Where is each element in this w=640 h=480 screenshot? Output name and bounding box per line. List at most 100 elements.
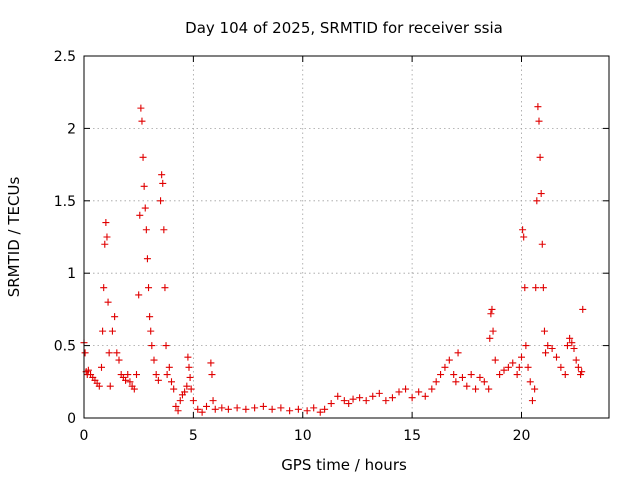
data-point bbox=[531, 385, 539, 393]
y-tick-label: 1.5 bbox=[54, 194, 76, 210]
data-point bbox=[537, 190, 545, 198]
data-point bbox=[520, 233, 528, 241]
data-point bbox=[491, 356, 499, 364]
data-point bbox=[138, 117, 146, 125]
x-tick-label: 15 bbox=[403, 428, 421, 444]
data-point bbox=[533, 197, 541, 205]
data-point bbox=[452, 378, 460, 386]
grid-layer bbox=[84, 56, 609, 418]
data-point bbox=[251, 404, 259, 412]
data-point bbox=[577, 371, 585, 379]
data-point bbox=[437, 371, 445, 379]
data-point bbox=[480, 378, 488, 386]
data-point bbox=[539, 284, 547, 292]
data-point bbox=[105, 349, 113, 357]
data-point bbox=[186, 373, 194, 381]
data-point bbox=[165, 363, 173, 371]
data-point bbox=[428, 385, 436, 393]
data-point bbox=[124, 371, 132, 379]
data-point bbox=[303, 407, 311, 415]
data-point bbox=[133, 371, 140, 379]
data-point bbox=[362, 397, 370, 405]
data-point bbox=[150, 356, 158, 364]
data-point bbox=[513, 371, 521, 379]
data-point bbox=[157, 197, 165, 205]
data-point bbox=[535, 117, 543, 125]
data-point bbox=[207, 359, 215, 367]
data-point bbox=[542, 349, 550, 357]
data-point bbox=[286, 407, 294, 415]
data-point bbox=[553, 353, 560, 361]
data-point bbox=[113, 349, 121, 357]
data-point bbox=[467, 371, 475, 379]
data-point bbox=[524, 363, 532, 371]
x-tick-label: 20 bbox=[513, 428, 531, 444]
data-point bbox=[187, 385, 195, 393]
data-point bbox=[194, 405, 202, 413]
data-point bbox=[106, 382, 114, 390]
data-point bbox=[509, 359, 517, 367]
data-point bbox=[268, 405, 276, 413]
data-point bbox=[572, 356, 580, 364]
data-point bbox=[574, 363, 582, 371]
data-point bbox=[189, 397, 197, 405]
data-point bbox=[421, 392, 429, 400]
data-point bbox=[515, 363, 523, 371]
y-tick-label: 0.5 bbox=[54, 339, 76, 355]
data-point bbox=[154, 376, 162, 384]
data-point bbox=[208, 371, 216, 379]
data-point bbox=[203, 402, 210, 410]
data-point bbox=[500, 366, 508, 374]
data-point bbox=[345, 400, 353, 408]
data-point bbox=[316, 408, 324, 416]
data-point bbox=[496, 371, 504, 379]
data-point bbox=[102, 219, 110, 227]
data-point bbox=[160, 226, 168, 234]
data-point bbox=[388, 394, 396, 402]
data-point bbox=[489, 327, 497, 335]
data-point bbox=[538, 240, 546, 248]
x-tick-label: 0 bbox=[80, 428, 89, 444]
data-point bbox=[486, 334, 494, 342]
data-point bbox=[136, 211, 144, 219]
data-point bbox=[172, 402, 180, 410]
data-point bbox=[463, 382, 471, 390]
data-point bbox=[99, 327, 107, 335]
data-point bbox=[101, 240, 109, 248]
data-point bbox=[148, 342, 156, 350]
data-point bbox=[441, 363, 449, 371]
x-tick-label: 5 bbox=[189, 428, 198, 444]
data-point bbox=[135, 291, 143, 299]
data-point bbox=[218, 404, 226, 412]
data-point bbox=[139, 153, 147, 161]
data-point bbox=[382, 397, 390, 405]
data-point bbox=[181, 388, 189, 396]
data-point bbox=[561, 371, 569, 379]
data-point bbox=[294, 405, 302, 413]
tick-layer: 0 0.5 1 1.5 2 2.5 0 5 10 15 20 bbox=[54, 49, 609, 444]
x-axis-label: GPS time / hours bbox=[281, 456, 407, 474]
data-point bbox=[159, 179, 167, 187]
data-point bbox=[432, 378, 440, 386]
data-point bbox=[566, 334, 574, 342]
data-point bbox=[185, 363, 193, 371]
data-point bbox=[168, 378, 175, 386]
data-point bbox=[146, 313, 154, 321]
data-point bbox=[130, 385, 138, 393]
data-point bbox=[147, 327, 155, 335]
x-tick-label: 10 bbox=[294, 428, 312, 444]
data-point bbox=[340, 397, 348, 405]
data-point bbox=[137, 104, 145, 112]
data-point bbox=[163, 371, 171, 379]
data-points bbox=[80, 103, 587, 416]
data-point bbox=[356, 394, 364, 402]
data-point bbox=[209, 397, 217, 405]
data-point bbox=[162, 342, 170, 350]
data-point bbox=[310, 404, 318, 412]
data-point bbox=[115, 356, 123, 364]
data-point bbox=[528, 397, 536, 405]
data-point bbox=[563, 342, 571, 350]
data-point bbox=[145, 284, 153, 292]
data-point bbox=[454, 349, 462, 357]
